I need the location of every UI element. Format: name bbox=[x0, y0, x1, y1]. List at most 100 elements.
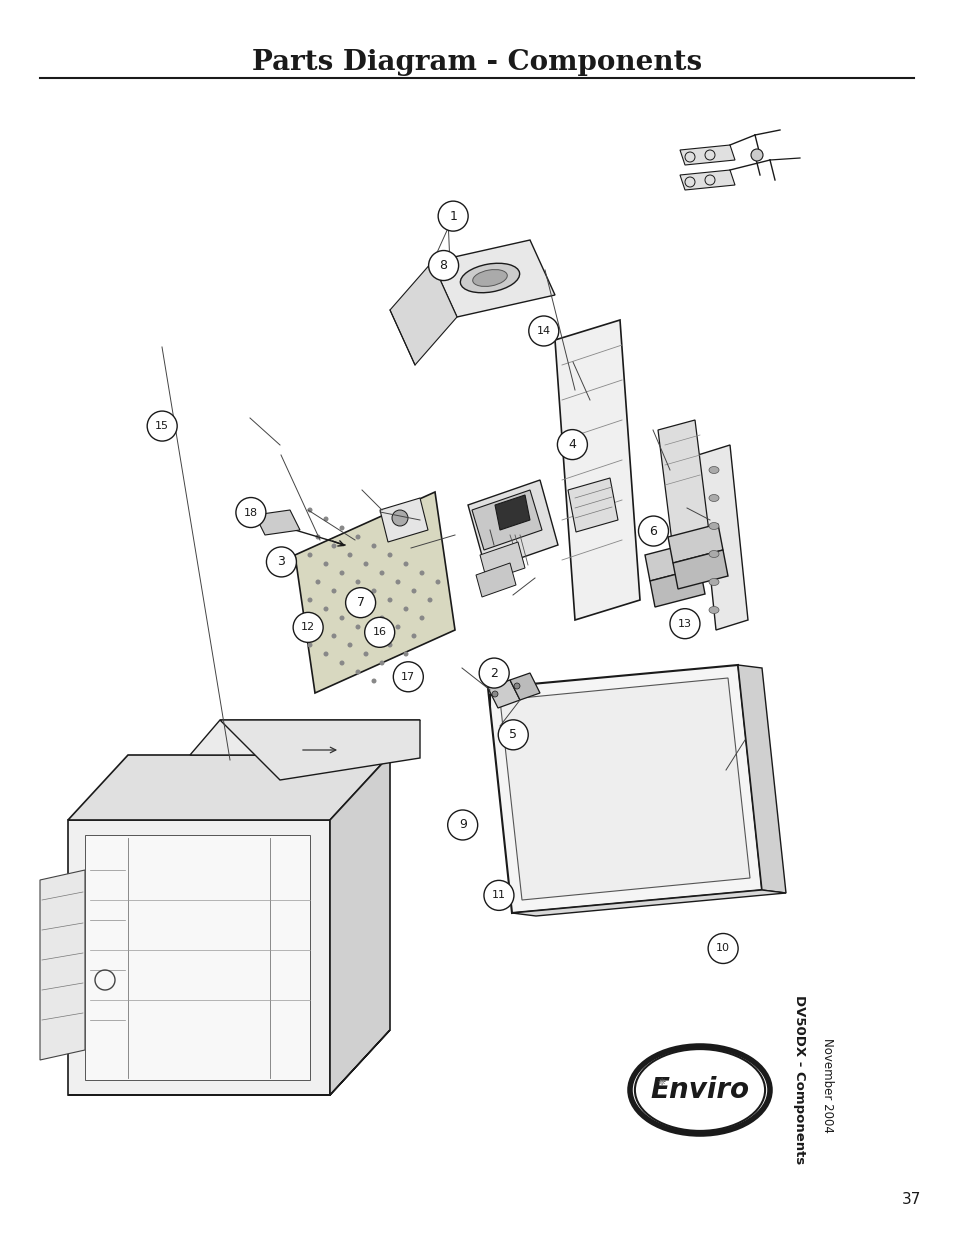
Polygon shape bbox=[479, 542, 524, 580]
Text: 11: 11 bbox=[492, 890, 505, 900]
Circle shape bbox=[355, 625, 360, 630]
Text: 4: 4 bbox=[568, 438, 576, 451]
Circle shape bbox=[395, 669, 400, 674]
Circle shape bbox=[497, 720, 528, 750]
Circle shape bbox=[364, 618, 395, 647]
Circle shape bbox=[307, 598, 313, 603]
Polygon shape bbox=[468, 480, 558, 571]
Text: 5: 5 bbox=[509, 729, 517, 741]
Circle shape bbox=[339, 526, 344, 531]
Circle shape bbox=[707, 934, 738, 963]
Circle shape bbox=[419, 571, 424, 576]
Text: 6: 6 bbox=[649, 525, 657, 537]
Text: 7: 7 bbox=[356, 597, 364, 609]
Circle shape bbox=[345, 588, 375, 618]
Polygon shape bbox=[667, 524, 722, 563]
Circle shape bbox=[427, 598, 432, 603]
Ellipse shape bbox=[708, 522, 719, 530]
Polygon shape bbox=[472, 490, 541, 550]
Circle shape bbox=[379, 615, 384, 620]
Circle shape bbox=[315, 535, 320, 540]
Text: 9: 9 bbox=[458, 819, 466, 831]
Circle shape bbox=[379, 661, 384, 666]
Polygon shape bbox=[672, 550, 727, 589]
Polygon shape bbox=[40, 869, 85, 1060]
Circle shape bbox=[428, 251, 458, 280]
Circle shape bbox=[371, 543, 376, 548]
Polygon shape bbox=[738, 664, 785, 893]
Polygon shape bbox=[512, 890, 785, 916]
Circle shape bbox=[371, 589, 376, 594]
Circle shape bbox=[323, 652, 328, 657]
Polygon shape bbox=[488, 680, 519, 708]
Ellipse shape bbox=[635, 1049, 764, 1131]
Polygon shape bbox=[390, 262, 456, 366]
Circle shape bbox=[307, 552, 313, 557]
Circle shape bbox=[478, 658, 509, 688]
Circle shape bbox=[371, 678, 376, 683]
Ellipse shape bbox=[473, 269, 507, 287]
Circle shape bbox=[323, 606, 328, 611]
Polygon shape bbox=[476, 563, 516, 597]
Text: Parts Diagram - Components: Parts Diagram - Components bbox=[252, 48, 701, 75]
Polygon shape bbox=[190, 720, 419, 755]
Polygon shape bbox=[510, 673, 539, 700]
Polygon shape bbox=[85, 835, 310, 1079]
Circle shape bbox=[363, 652, 368, 657]
Circle shape bbox=[387, 642, 392, 647]
Polygon shape bbox=[488, 664, 761, 913]
Text: Enviro: Enviro bbox=[650, 1076, 749, 1104]
Polygon shape bbox=[567, 478, 618, 532]
Ellipse shape bbox=[708, 551, 719, 557]
Ellipse shape bbox=[708, 606, 719, 614]
Circle shape bbox=[379, 571, 384, 576]
Polygon shape bbox=[698, 445, 747, 630]
Circle shape bbox=[307, 508, 313, 513]
Polygon shape bbox=[294, 492, 455, 693]
Text: 18: 18 bbox=[244, 508, 257, 517]
Circle shape bbox=[492, 692, 497, 697]
Polygon shape bbox=[644, 542, 700, 580]
Circle shape bbox=[395, 579, 400, 584]
Polygon shape bbox=[379, 498, 428, 542]
Polygon shape bbox=[658, 420, 709, 550]
Circle shape bbox=[435, 579, 440, 584]
Circle shape bbox=[355, 579, 360, 584]
Text: November 2004: November 2004 bbox=[821, 1037, 834, 1132]
Text: 13: 13 bbox=[678, 619, 691, 629]
Polygon shape bbox=[679, 144, 734, 165]
Circle shape bbox=[315, 579, 320, 584]
Circle shape bbox=[323, 562, 328, 567]
Polygon shape bbox=[68, 820, 330, 1095]
Polygon shape bbox=[432, 240, 555, 317]
Text: 12: 12 bbox=[301, 622, 314, 632]
Text: 16: 16 bbox=[373, 627, 386, 637]
Circle shape bbox=[307, 642, 313, 647]
Circle shape bbox=[371, 634, 376, 638]
Circle shape bbox=[355, 535, 360, 540]
Text: 37: 37 bbox=[902, 1193, 921, 1208]
Polygon shape bbox=[68, 1030, 390, 1095]
Polygon shape bbox=[220, 720, 419, 781]
Ellipse shape bbox=[708, 467, 719, 473]
Ellipse shape bbox=[629, 1046, 769, 1134]
Circle shape bbox=[638, 516, 668, 546]
Ellipse shape bbox=[460, 263, 519, 293]
Circle shape bbox=[363, 606, 368, 611]
Polygon shape bbox=[555, 320, 639, 620]
Polygon shape bbox=[330, 755, 390, 1095]
Circle shape bbox=[347, 642, 352, 647]
Circle shape bbox=[339, 661, 344, 666]
Text: 3: 3 bbox=[277, 556, 285, 568]
Circle shape bbox=[393, 662, 423, 692]
Text: DV50DX - Components: DV50DX - Components bbox=[793, 995, 805, 1165]
Circle shape bbox=[355, 669, 360, 674]
Circle shape bbox=[331, 543, 336, 548]
Circle shape bbox=[387, 598, 392, 603]
Text: 17: 17 bbox=[401, 672, 415, 682]
Polygon shape bbox=[68, 755, 390, 820]
Circle shape bbox=[395, 625, 400, 630]
Circle shape bbox=[403, 606, 408, 611]
Circle shape bbox=[419, 615, 424, 620]
Circle shape bbox=[266, 547, 296, 577]
